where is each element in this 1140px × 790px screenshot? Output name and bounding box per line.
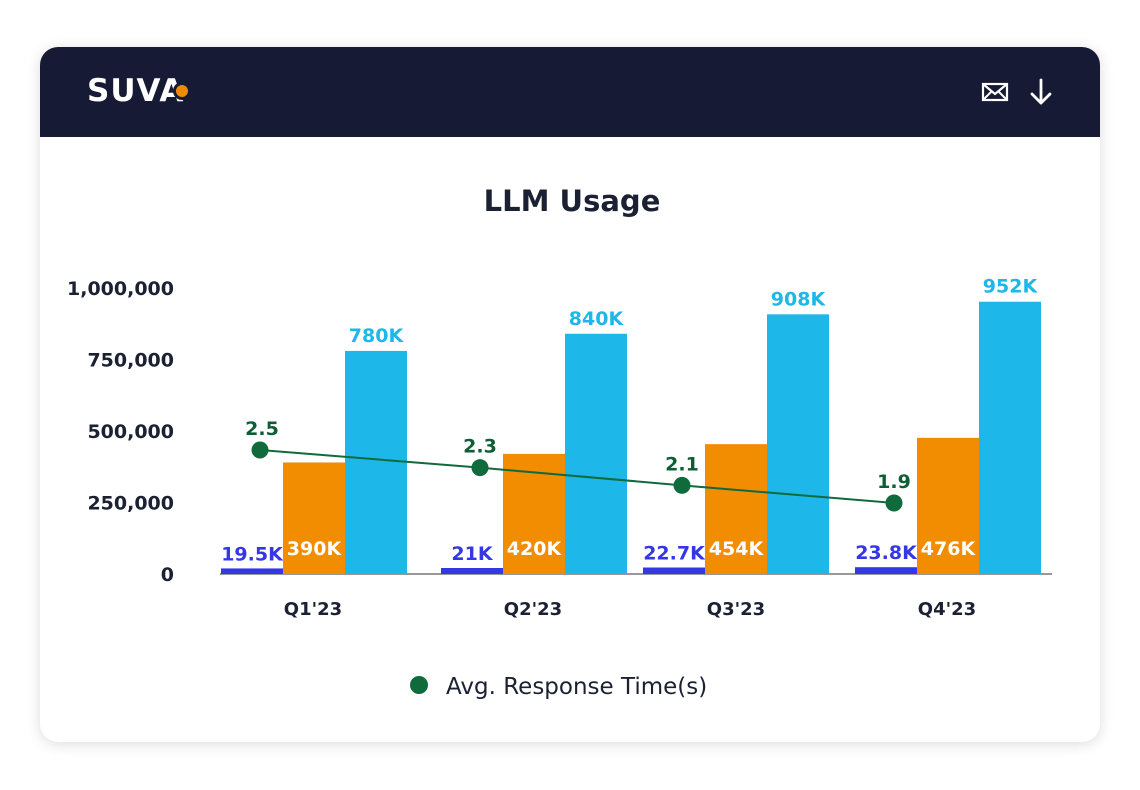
response-time-point[interactable] xyxy=(885,494,903,512)
y-tick-label: 0 xyxy=(161,564,174,586)
response-time-label: 2.1 xyxy=(665,453,699,475)
x-tick-label: Q2'23 xyxy=(504,599,562,620)
line-series-group: 2.5 2.3 2.1 1.9 xyxy=(245,418,911,512)
bar-s1-2[interactable] xyxy=(441,567,503,574)
llm-usage-chart: LLM Usage 0 250,000 500,000 750,000 1,000,00… xyxy=(67,184,1052,700)
bar-data-label: 908K xyxy=(771,288,827,310)
bar-data-label: 19.5K xyxy=(221,543,284,565)
chart-area: LLM Usage 0 250,000 500,000 750,000 1,000,00… xyxy=(40,137,1100,742)
bars-group: 19.5K 390K 780K 21K 420K 840K 22.7K 454K 908K 23.… xyxy=(221,276,1041,574)
response-time-label: 2.3 xyxy=(463,436,497,458)
bar-data-label: 420K xyxy=(507,538,563,560)
bar-s1-4[interactable] xyxy=(855,567,917,574)
bar-s3-1[interactable] xyxy=(345,350,407,574)
response-time-label: 1.9 xyxy=(877,471,911,493)
x-axis: Q1'23 Q2'23 Q3'23 Q4'23 xyxy=(284,599,976,620)
chart-title: LLM Usage xyxy=(484,184,661,218)
bar-data-label: 952K xyxy=(983,276,1039,298)
bar-s3-2[interactable] xyxy=(565,333,627,574)
y-tick-label: 1,000,000 xyxy=(67,278,174,300)
legend-marker xyxy=(410,676,428,694)
x-tick-label: Q3'23 xyxy=(707,599,765,620)
mail-icon[interactable] xyxy=(980,77,1010,107)
logo-dot-icon xyxy=(173,82,191,100)
x-tick-label: Q4'23 xyxy=(918,599,976,620)
response-time-point[interactable] xyxy=(251,441,269,459)
bar-s2-4[interactable] xyxy=(917,437,979,574)
chart-card: SUVA LLM Usage 0 250,000 500,000 750,000 1,0… xyxy=(40,47,1100,742)
y-tick-label: 750,000 xyxy=(87,350,174,372)
bar-data-label: 21K xyxy=(451,543,493,565)
bar-s1-3[interactable] xyxy=(643,567,705,574)
x-tick-label: Q1'23 xyxy=(284,599,342,620)
y-tick-label: 250,000 xyxy=(87,493,174,515)
logo-text: SUVA xyxy=(87,73,185,109)
legend-label: Avg. Response Time(s) xyxy=(446,674,707,700)
bar-data-label: 476K xyxy=(921,538,977,560)
bar-s3-4[interactable] xyxy=(979,301,1041,574)
response-time-point[interactable] xyxy=(673,476,691,494)
bar-data-label: 390K xyxy=(287,538,343,560)
download-icon[interactable] xyxy=(1026,77,1056,107)
y-axis: 0 250,000 500,000 750,000 1,000,000 xyxy=(67,278,174,586)
bar-s1-1[interactable] xyxy=(221,568,283,574)
bar-data-label: 780K xyxy=(349,325,405,347)
bar-data-label: 454K xyxy=(709,538,765,560)
bar-s2-1[interactable] xyxy=(283,462,345,574)
bar-data-label: 840K xyxy=(569,308,625,330)
y-tick-label: 500,000 xyxy=(87,421,174,443)
bar-s2-3[interactable] xyxy=(705,444,767,574)
bar-data-label: 23.8K xyxy=(855,542,918,564)
response-time-label: 2.5 xyxy=(245,418,279,440)
header-bar: SUVA xyxy=(40,47,1100,137)
bar-data-label: 22.7K xyxy=(643,543,706,565)
response-time-point[interactable] xyxy=(471,459,489,477)
response-time-line xyxy=(259,449,895,504)
suva-logo: SUVA xyxy=(87,73,203,109)
legend: Avg. Response Time(s) xyxy=(410,674,707,700)
bar-s3-3[interactable] xyxy=(767,314,829,574)
